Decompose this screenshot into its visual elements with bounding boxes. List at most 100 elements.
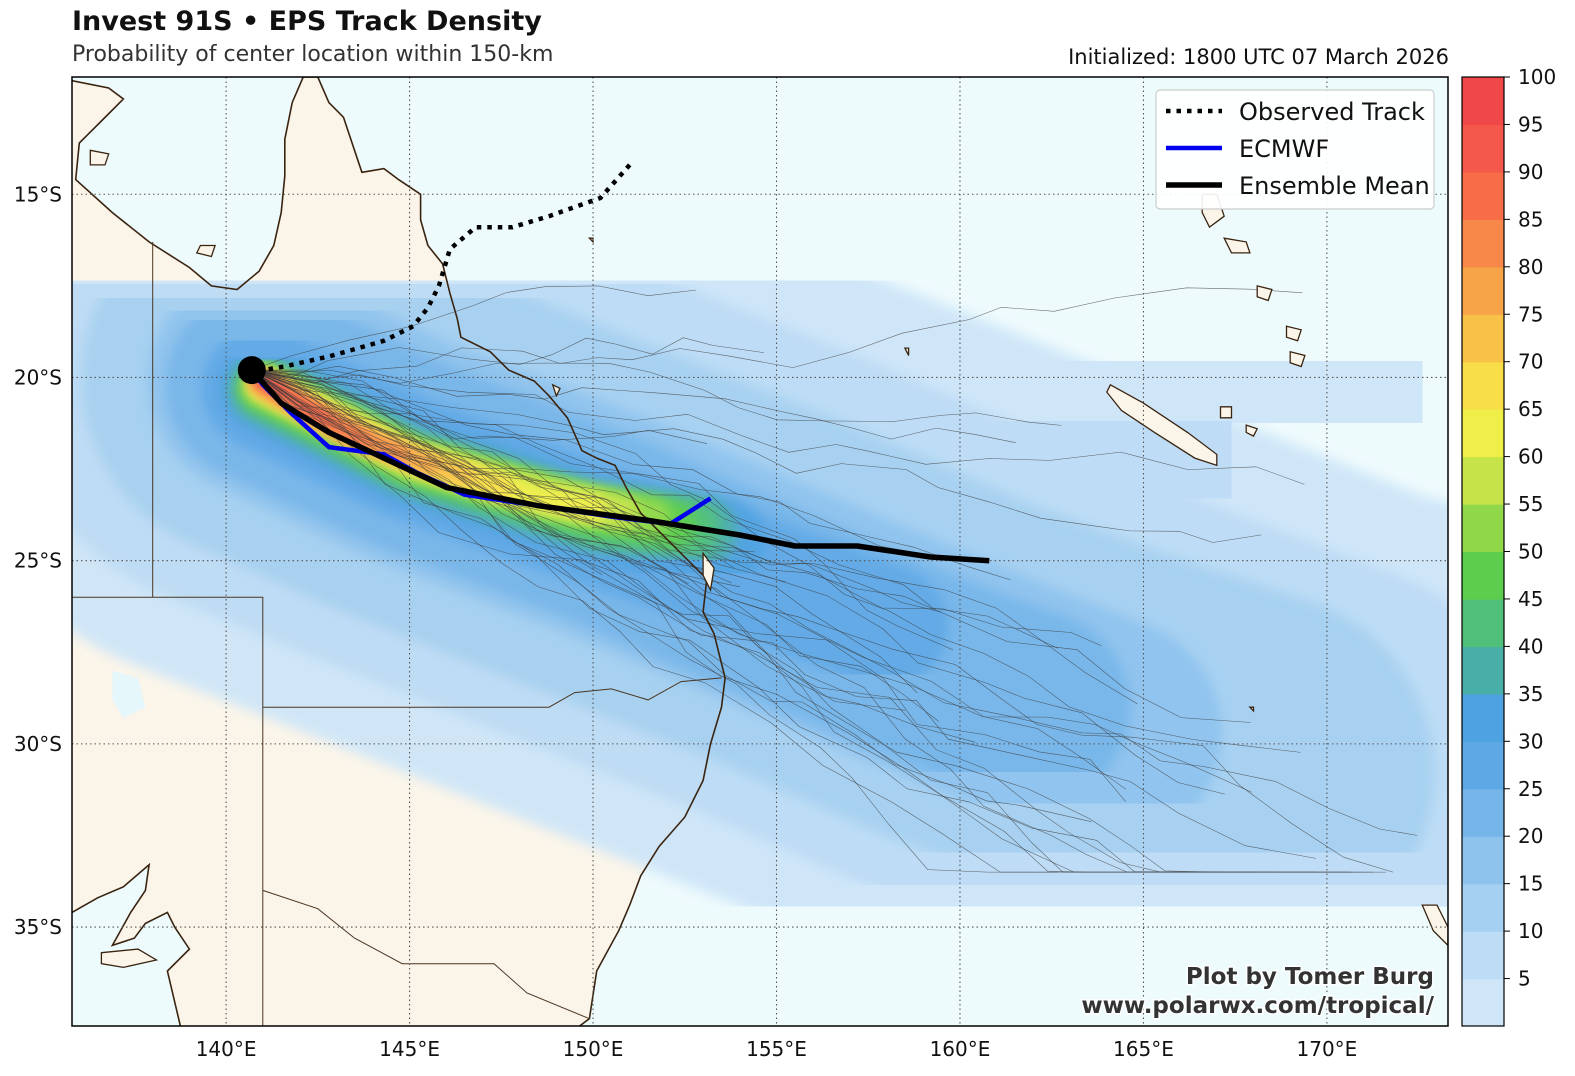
colorbar-segment-75 (1462, 266, 1504, 315)
lon-tick-label: 140°E (196, 1037, 257, 1061)
legend: Observed Track ECMWF Ensemble Mean (1155, 89, 1435, 210)
member-track-29 (251, 369, 1394, 873)
member-track-3 (251, 369, 953, 560)
colorbar-segment-65 (1462, 361, 1504, 410)
colorbar-tick-label: 70 (1518, 350, 1543, 374)
colorbar-segment-95 (1462, 77, 1504, 126)
colorbar-tick-label: 40 (1518, 634, 1543, 658)
lon-tick-label: 160°E (930, 1037, 991, 1061)
colorbar-tick-label: 90 (1518, 160, 1543, 184)
colorbar-segment-30 (1462, 693, 1504, 742)
credit-line-1: Plot by Tomer Burg (1186, 964, 1434, 990)
colorbar-segment-85 (1462, 171, 1504, 220)
colorbar-tick-label: 20 (1518, 824, 1543, 848)
colorbar-segment-70 (1462, 314, 1504, 363)
colorbar-segment-35 (1462, 646, 1504, 695)
member-track-36 (251, 287, 1303, 384)
member-track-42 (251, 362, 1062, 426)
member-track-8 (251, 369, 740, 588)
colorbar-tick-label: 100 (1518, 65, 1556, 89)
member-track-24 (251, 337, 764, 379)
lon-tick-label: 145°E (379, 1037, 440, 1061)
member-track-34 (251, 369, 1059, 873)
colorbar-segment-20 (1462, 788, 1504, 837)
member-track-7 (251, 369, 1301, 753)
colorbar-segment-0 (1462, 978, 1504, 1027)
loyalty-2-island (1245, 424, 1259, 437)
member-track-23 (251, 369, 1092, 822)
lon-tick-label: 170°E (1297, 1037, 1358, 1061)
colorbar-segment-10 (1462, 883, 1504, 932)
axis-labels: 140°E 145°E 150°E 155°E 160°E 165°E 170°E 15°S 2… (14, 182, 1357, 1061)
chart-title: Invest 91S • EPS Track Density (72, 6, 542, 37)
colorbar-tick-label: 5 (1518, 967, 1531, 991)
ensemble-mean-track (249, 368, 990, 564)
colorbar-tick-label: 75 (1518, 302, 1543, 326)
lat-tick-label: 30°S (14, 732, 62, 756)
member-track-4 (251, 369, 918, 694)
member-track-18 (251, 285, 696, 371)
australia-coastline (72, 77, 726, 1026)
lon-tick-label: 165°E (1113, 1037, 1174, 1061)
member-track-32 (251, 369, 1220, 873)
colorbar-tick-label: 55 (1518, 492, 1543, 516)
colorbar-tick-label: 50 (1518, 540, 1543, 564)
colorbar-tick-label: 45 (1518, 587, 1543, 611)
member-track-6 (251, 369, 1262, 543)
lat-tick-label: 20°S (14, 365, 62, 389)
new-caledonia-island (1106, 383, 1218, 467)
track-layer (237, 163, 990, 564)
colorbar-segment-5 (1462, 931, 1504, 980)
mornington-island (195, 244, 217, 258)
chart-subtitle: Probability of center location within 15… (72, 42, 554, 67)
member-track-44 (251, 369, 1252, 793)
norfolk-island (1248, 706, 1255, 713)
colorbar-segment-45 (1462, 551, 1504, 600)
state-border-3 (262, 889, 590, 1020)
groote-island (89, 149, 110, 166)
member-track-38 (251, 369, 1350, 873)
colorbar-tick-label: 85 (1518, 207, 1543, 231)
member-track-17 (251, 369, 1316, 859)
state-border-1 (72, 596, 264, 1026)
colorbar-segment-55 (1462, 456, 1504, 505)
colorbar-tick-label: 65 (1518, 397, 1543, 421)
colorbar-tick-label: 95 (1518, 112, 1543, 136)
member-track-10 (251, 369, 1011, 581)
colorbar-tick-label: 25 (1518, 777, 1543, 801)
colorbar-segment-25 (1462, 741, 1504, 790)
colorbar-tick-label: 80 (1518, 255, 1543, 279)
density-layer (72, 77, 1448, 1026)
gridlines (72, 77, 1448, 1026)
colorbar-segment-60 (1462, 409, 1504, 458)
member-track-12 (251, 369, 708, 444)
whitsunday-island (551, 383, 561, 398)
lon-tick-label: 155°E (746, 1037, 807, 1061)
colorbar-tick-label: 30 (1518, 729, 1543, 753)
init-time: Initialized: 1800 UTC 07 March 2026 (1068, 45, 1449, 69)
lat-tick-label: 25°S (14, 549, 62, 573)
vanuatu-3-island (1256, 285, 1273, 302)
colorbar-segment-40 (1462, 599, 1504, 648)
vanuatu-2-island (1223, 237, 1251, 254)
member-track-35 (251, 369, 941, 613)
vanuatu-4-island (1285, 325, 1303, 342)
lake-eyre (112, 670, 146, 719)
colorbar: 5 10 15 20 25 30 35 40 45 50 55 60 65 70 75 80 85 90 95 100 (1461, 65, 1556, 1027)
chesterfield-island (903, 347, 910, 356)
loyalty-1-island (1219, 406, 1233, 419)
credit-line-2: www.polarwx.com/tropical/ (1081, 993, 1434, 1019)
lat-tick-label: 15°S (14, 182, 62, 206)
fraser-island (702, 551, 715, 593)
member-track-37 (251, 369, 1138, 705)
legend-box (1155, 89, 1435, 210)
colorbar-segment-15 (1462, 836, 1504, 885)
member-track-1 (251, 369, 1256, 873)
member-track-39 (251, 369, 1251, 723)
member-track-13 (251, 369, 1102, 647)
kangaroo-island (100, 948, 159, 969)
storm-start-marker (237, 356, 266, 385)
state-border-2 (262, 677, 722, 708)
member-track-30 (251, 369, 1305, 485)
